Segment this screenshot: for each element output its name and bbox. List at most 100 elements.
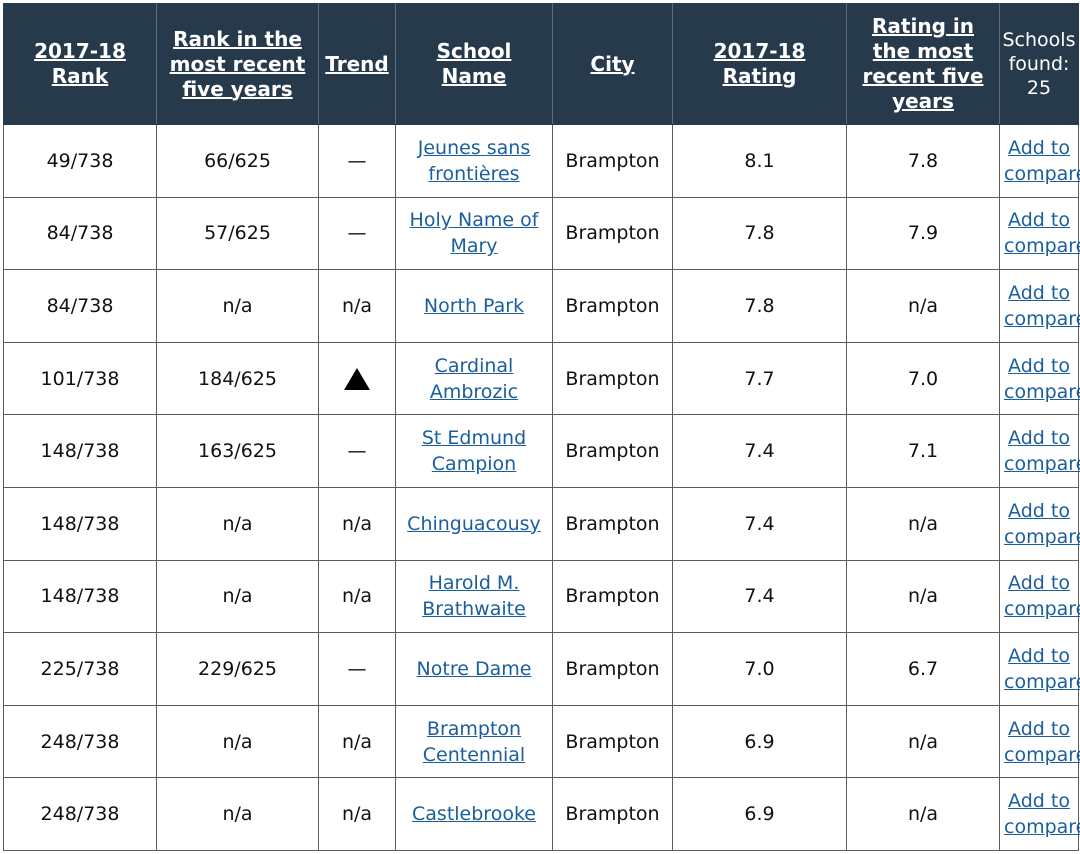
school-name-cell: Notre Dame bbox=[395, 632, 553, 706]
compare-cell: Add to compare bbox=[999, 269, 1080, 343]
table-body: 49/738 66/625 — Jeunes sans frontières Bramp… bbox=[3, 124, 1080, 851]
rank-cell: 84/738 bbox=[3, 269, 157, 343]
add-to-compare-link[interactable]: Add to compare bbox=[1004, 790, 1080, 839]
rating-cell: 7.7 bbox=[672, 341, 847, 416]
school-name-link[interactable]: Brampton Centennial bbox=[422, 717, 526, 766]
rank-five-cell: n/a bbox=[156, 559, 319, 634]
city-cell: Brampton bbox=[552, 196, 673, 271]
table-row: 225/738 229/625— Notre Dame Brampton 7.0 6.7 A… bbox=[3, 632, 1080, 706]
add-to-compare-link[interactable]: Add to compare bbox=[1004, 281, 1080, 330]
rank-cell: 49/738 bbox=[3, 124, 157, 198]
rating-cell: 7.8 bbox=[672, 196, 847, 271]
header-trend: Trend bbox=[318, 3, 396, 125]
rating-five-cell: n/a bbox=[846, 777, 1000, 851]
school-name-cell: Holy Name of Mary bbox=[395, 196, 553, 271]
table-row: 49/738 66/625— Jeunes sans frontières Bramp… bbox=[3, 124, 1080, 198]
rating-cell: 7.8 bbox=[672, 269, 847, 343]
schools-found-label: Schools found: bbox=[1002, 29, 1076, 75]
header-schools-found: Schools found: 25 bbox=[999, 3, 1079, 125]
rank-five-cell: 57/625 bbox=[156, 196, 319, 271]
compare-cell: Add to compare bbox=[999, 341, 1080, 416]
rating-cell: 8.1 bbox=[672, 124, 847, 198]
table-row: 101/738 184/625 Cardinal Ambrozic Brampton 7… bbox=[3, 341, 1080, 416]
trend-cell: n/a bbox=[318, 704, 396, 779]
table-row: 148/738 163/625— St Edmund Campion Brampton… bbox=[3, 414, 1080, 488]
school-name-link[interactable]: Cardinal Ambrozic bbox=[429, 354, 519, 403]
school-name-cell: Cardinal Ambrozic bbox=[395, 341, 553, 416]
rank-cell: 225/738 bbox=[3, 632, 157, 706]
compare-cell: Add to compare bbox=[999, 196, 1080, 271]
sort-rating-link[interactable]: 2017-18 Rating bbox=[713, 39, 806, 88]
sort-rank-link[interactable]: 2017-18 Rank bbox=[34, 39, 126, 88]
rank-cell: 248/738 bbox=[3, 704, 157, 779]
compare-cell: Add to compare bbox=[999, 486, 1080, 561]
sort-rating-five-link[interactable]: Rating in the most recent five years bbox=[862, 14, 984, 113]
sort-trend-link[interactable]: Trend bbox=[325, 51, 389, 76]
rating-five-cell: n/a bbox=[846, 704, 1000, 779]
rating-cell: 7.4 bbox=[672, 486, 847, 561]
school-name-link[interactable]: Holy Name of Mary bbox=[409, 209, 539, 258]
sort-city-link[interactable]: City bbox=[590, 51, 635, 76]
school-name-cell: Castlebrooke bbox=[395, 777, 553, 851]
school-name-link[interactable]: Jeunes sans frontières bbox=[417, 136, 531, 185]
rating-five-cell: n/a bbox=[846, 559, 1000, 634]
rating-cell: 6.9 bbox=[672, 777, 847, 851]
city-cell: Brampton bbox=[552, 124, 673, 198]
rank-five-cell: 66/625 bbox=[156, 124, 319, 198]
rating-five-cell: 7.9 bbox=[846, 196, 1000, 271]
city-cell: Brampton bbox=[552, 632, 673, 706]
school-name-cell: Jeunes sans frontières bbox=[395, 124, 553, 198]
rating-cell: 6.9 bbox=[672, 704, 847, 779]
rank-five-cell: n/a bbox=[156, 704, 319, 779]
add-to-compare-link[interactable]: Add to compare bbox=[1004, 572, 1080, 621]
header-rating-five: Rating in the most recent five years bbox=[846, 3, 1000, 125]
sort-rank-five-link[interactable]: Rank in the most recent five years bbox=[169, 26, 306, 101]
school-name-link[interactable]: Castlebrooke bbox=[412, 803, 536, 826]
school-ranking-table: 2017-18 Rank Rank in the most recent fiv… bbox=[3, 3, 1080, 851]
rating-cell: 7.4 bbox=[672, 559, 847, 634]
rank-cell: 148/738 bbox=[3, 414, 157, 488]
table-row: 84/738 57/625— Holy Name of Mary Brampton 7.… bbox=[3, 196, 1080, 271]
add-to-compare-link[interactable]: Add to compare bbox=[1004, 427, 1080, 476]
add-to-compare-link[interactable]: Add to compare bbox=[1004, 354, 1080, 403]
rating-five-cell: 7.1 bbox=[846, 414, 1000, 488]
rank-five-cell: n/a bbox=[156, 486, 319, 561]
trend-cell: n/a bbox=[318, 777, 396, 851]
city-cell: Brampton bbox=[552, 777, 673, 851]
rank-cell: 148/738 bbox=[3, 486, 157, 561]
header-city: City bbox=[552, 3, 673, 125]
add-to-compare-link[interactable]: Add to compare bbox=[1004, 209, 1080, 258]
rank-five-cell: n/a bbox=[156, 777, 319, 851]
city-cell: Brampton bbox=[552, 341, 673, 416]
trend-cell bbox=[318, 341, 396, 416]
add-to-compare-link[interactable]: Add to compare bbox=[1004, 644, 1080, 693]
table-row: 248/738 n/a n/a Castlebrooke Brampton 6.9 n/a A… bbox=[3, 777, 1080, 851]
school-name-link[interactable]: Notre Dame bbox=[416, 657, 532, 680]
compare-cell: Add to compare bbox=[999, 777, 1080, 851]
add-to-compare-link[interactable]: Add to compare bbox=[1004, 499, 1080, 548]
city-cell: Brampton bbox=[552, 704, 673, 779]
add-to-compare-link[interactable]: Add to compare bbox=[1004, 717, 1080, 766]
compare-cell: Add to compare bbox=[999, 559, 1080, 634]
add-to-compare-link[interactable]: Add to compare bbox=[1004, 136, 1080, 185]
header-rank: 2017-18 Rank bbox=[3, 3, 157, 125]
school-name-link[interactable]: North Park bbox=[423, 294, 525, 317]
school-name-link[interactable]: Harold M. Brathwaite bbox=[422, 572, 526, 621]
compare-cell: Add to compare bbox=[999, 414, 1080, 488]
city-cell: Brampton bbox=[552, 269, 673, 343]
trend-cell: — bbox=[318, 632, 396, 706]
school-name-cell: Chinguacousy bbox=[395, 486, 553, 561]
rating-five-cell: 7.0 bbox=[846, 341, 1000, 416]
sort-school-link[interactable]: School Name bbox=[436, 39, 512, 88]
city-cell: Brampton bbox=[552, 559, 673, 634]
rating-cell: 7.0 bbox=[672, 632, 847, 706]
city-cell: Brampton bbox=[552, 414, 673, 488]
school-name-link[interactable]: St Edmund Campion bbox=[421, 427, 527, 476]
rank-cell: 148/738 bbox=[3, 559, 157, 634]
compare-cell: Add to compare bbox=[999, 632, 1080, 706]
table-row: 148/738 n/a n/a Harold M. Brathwaite Brampto… bbox=[3, 559, 1080, 634]
trend-cell: n/a bbox=[318, 486, 396, 561]
rating-five-cell: n/a bbox=[846, 486, 1000, 561]
up-triangle-icon bbox=[344, 368, 370, 391]
school-name-link[interactable]: Chinguacousy bbox=[407, 512, 541, 535]
